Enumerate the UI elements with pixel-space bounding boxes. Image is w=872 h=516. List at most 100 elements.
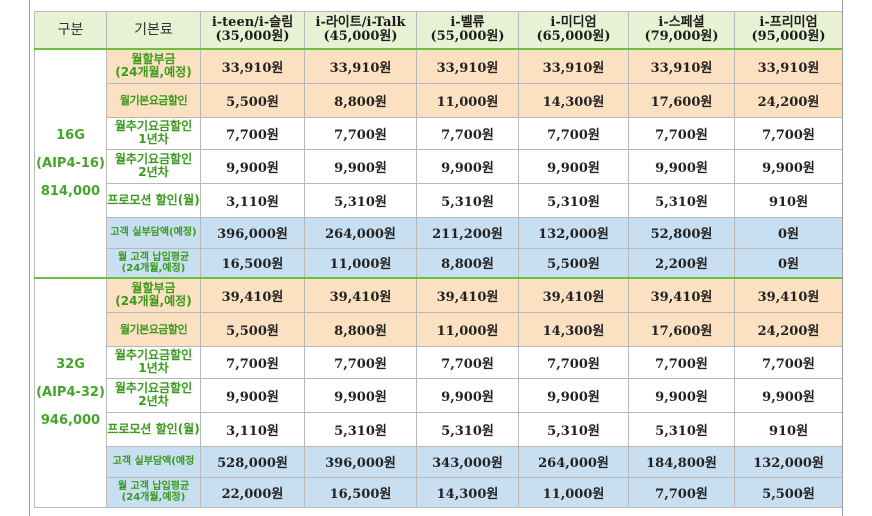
value-cell: 24,200원 (734, 311, 843, 347)
value-cell: 5,310원 (518, 411, 629, 447)
value-cell: 9,900원 (416, 377, 519, 413)
value-cell: 9,900원 (628, 377, 735, 413)
value-cell: 33,910원 (734, 48, 843, 84)
value-cell: 9,900원 (518, 377, 629, 413)
row-label: 월기본요금할인 (106, 82, 201, 118)
value-cell: 9,900원 (518, 148, 629, 184)
value-cell: 9,900원 (200, 377, 305, 413)
table-row: 16G (AIP4-16) 814,000 월할부금 (24개월,예정) 33,910원 3… (34, 48, 843, 279)
value-cell: 7,700원 (518, 116, 629, 150)
row-label-main: 월할부금 (131, 281, 176, 296)
value-cell: 16,500원 (304, 476, 417, 508)
row-label-sub: 1년차 (138, 132, 169, 146)
header-plan: i-라이트/i-Talk (45,000원) (304, 11, 417, 50)
row-label: 고객 실부담액(예정 (106, 445, 201, 478)
value-cell: 8,800원 (304, 311, 417, 347)
model-price: 814,000 (40, 183, 101, 199)
header-row: 구분 기본료 i-teen/i-슬림 (35,000원) i-라이트/i-Talk… (34, 11, 843, 50)
value-cell: 17,600원 (628, 82, 735, 118)
value-cell: 52,800원 (628, 216, 735, 249)
table-row: 월추기요금할인 1년차 7,700원 7,700원 7,700원 7,700원 7,700원… (35, 345, 843, 379)
header-plan: i-teen/i-슬림 (35,000원) (200, 11, 305, 50)
plan-name: i-라이트/i-Talk (315, 15, 406, 30)
model-price: 946,000 (40, 412, 101, 428)
table-row: 월 고객 납입평균 (24개월,예정) 16,500원 11,000원 8,800원 5,… (35, 247, 843, 279)
value-cell: 396,000원 (304, 445, 417, 478)
value-cell: 7,700원 (416, 116, 519, 150)
value-cell: 8,800원 (416, 247, 519, 279)
document-frame: 구분 기본료 i-teen/i-슬림 (35,000원) i-라이트/i-Talk… (29, 0, 843, 516)
row-label-main: 월 고객 납입평균 (117, 481, 190, 492)
plan-name: i-미디엄 (550, 15, 597, 30)
value-cell: 528,000원 (200, 445, 305, 478)
table-row: 월추기요금할인 1년차 7,700원 7,700원 7,700원 7,700원 7,700원… (35, 116, 843, 150)
value-cell: 7,700원 (734, 116, 843, 150)
value-cell: 9,900원 (628, 148, 735, 184)
price-table: 구분 기본료 i-teen/i-슬림 (35,000원) i-라이트/i-Talk… (34, 11, 843, 508)
row-label: 월추기요금할인 1년차 (106, 345, 201, 379)
value-cell: 11,000원 (518, 476, 629, 508)
row-label: 월할부금 (24개월,예정) (106, 48, 201, 84)
plan-price: (65,000원) (536, 29, 611, 44)
row-label-main: 프로모션 할인(월) (107, 192, 200, 207)
value-cell: 5,310원 (416, 411, 519, 447)
value-cell: 5,310원 (628, 182, 735, 218)
plan-price: (79,000원) (644, 29, 719, 44)
value-cell: 396,000원 (200, 216, 305, 249)
row-label-main: 월기본요금할인 (119, 322, 188, 336)
value-cell: 16,500원 (200, 247, 305, 279)
header-plan: i-벨류 (55,000원) (416, 11, 519, 50)
value-cell: 39,410원 (200, 277, 305, 313)
value-cell: 11,000원 (304, 247, 417, 279)
value-cell: 14,300원 (416, 476, 519, 508)
value-cell: 910원 (734, 411, 843, 447)
row-label-sub: 2년차 (138, 165, 169, 179)
value-cell: 24,200원 (734, 82, 843, 118)
row-label-sub: (24개월,예정) (121, 492, 186, 503)
model-capacity: 32G (56, 356, 85, 372)
value-cell: 9,900원 (416, 148, 519, 184)
row-label-main: 월추기요금할인 (114, 348, 193, 362)
plan-price: (35,000원) (215, 29, 290, 44)
row-label-main: 고객 실부담액(예정) (110, 227, 197, 238)
row-label: 월추기요금할인 2년차 (106, 148, 201, 184)
row-label: 월 고객 납입평균 (24개월,예정) (106, 476, 201, 508)
table-row: 프로모션 할인(월) 3,110원 5,310원 5,310원 5,310원 5,310원… (35, 411, 843, 447)
row-label-sub: 1년차 (138, 361, 169, 375)
table-row: 32G (AIP4-32) 946,000 월할부금 (24개월,예정) 39,410원 3… (34, 277, 843, 508)
value-cell: 33,910원 (628, 48, 735, 84)
row-label-main: 월추기요금할인 (114, 381, 193, 395)
row-label-sub: (24개월,예정) (121, 262, 186, 274)
row-label: 프로모션 할인(월) (106, 182, 201, 218)
value-cell: 11,000원 (416, 82, 519, 118)
value-cell: 5,310원 (416, 182, 519, 218)
value-cell: 39,410원 (416, 277, 519, 313)
value-cell: 132,000원 (518, 216, 629, 249)
table-row: 고객 실부담액(예정 528,000원 396,000원 343,000원 264,00… (35, 445, 843, 478)
row-label: 월 고객 납입평균 (24개월,예정) (106, 247, 201, 279)
row-label: 고객 실부담액(예정) (106, 216, 201, 249)
value-cell: 343,000원 (416, 445, 519, 478)
row-label: 월기본요금할인 (106, 311, 201, 347)
header-base-fee: 기본료 (106, 11, 201, 50)
value-cell: 5,310원 (304, 182, 417, 218)
value-cell: 9,900원 (200, 148, 305, 184)
value-cell: 9,900원 (304, 148, 417, 184)
model-group-cell: 16G (AIP4-16) 814,000 (34, 48, 107, 279)
table-row: 프로모션 할인(월) 3,110원 5,310원 5,310원 5,310원 5,310원… (35, 182, 843, 218)
plan-price: (55,000원) (430, 29, 505, 44)
row-label-main: 월추기요금할인 (114, 152, 193, 166)
value-cell: 14,300원 (518, 82, 629, 118)
plan-price: (45,000원) (323, 29, 398, 44)
value-cell: 7,700원 (518, 345, 629, 379)
row-label: 월할부금 (24개월,예정) (106, 277, 201, 313)
value-cell: 184,800원 (628, 445, 735, 478)
value-cell: 7,700원 (416, 345, 519, 379)
value-cell: 7,700원 (200, 345, 305, 379)
row-label-main: 고객 실부담액(예정 (112, 456, 195, 467)
row-label-sub: (24개월,예정) (115, 65, 192, 80)
value-cell: 2,200원 (628, 247, 735, 279)
value-cell: 39,410원 (304, 277, 417, 313)
value-cell: 11,000원 (416, 311, 519, 347)
value-cell: 9,900원 (304, 377, 417, 413)
